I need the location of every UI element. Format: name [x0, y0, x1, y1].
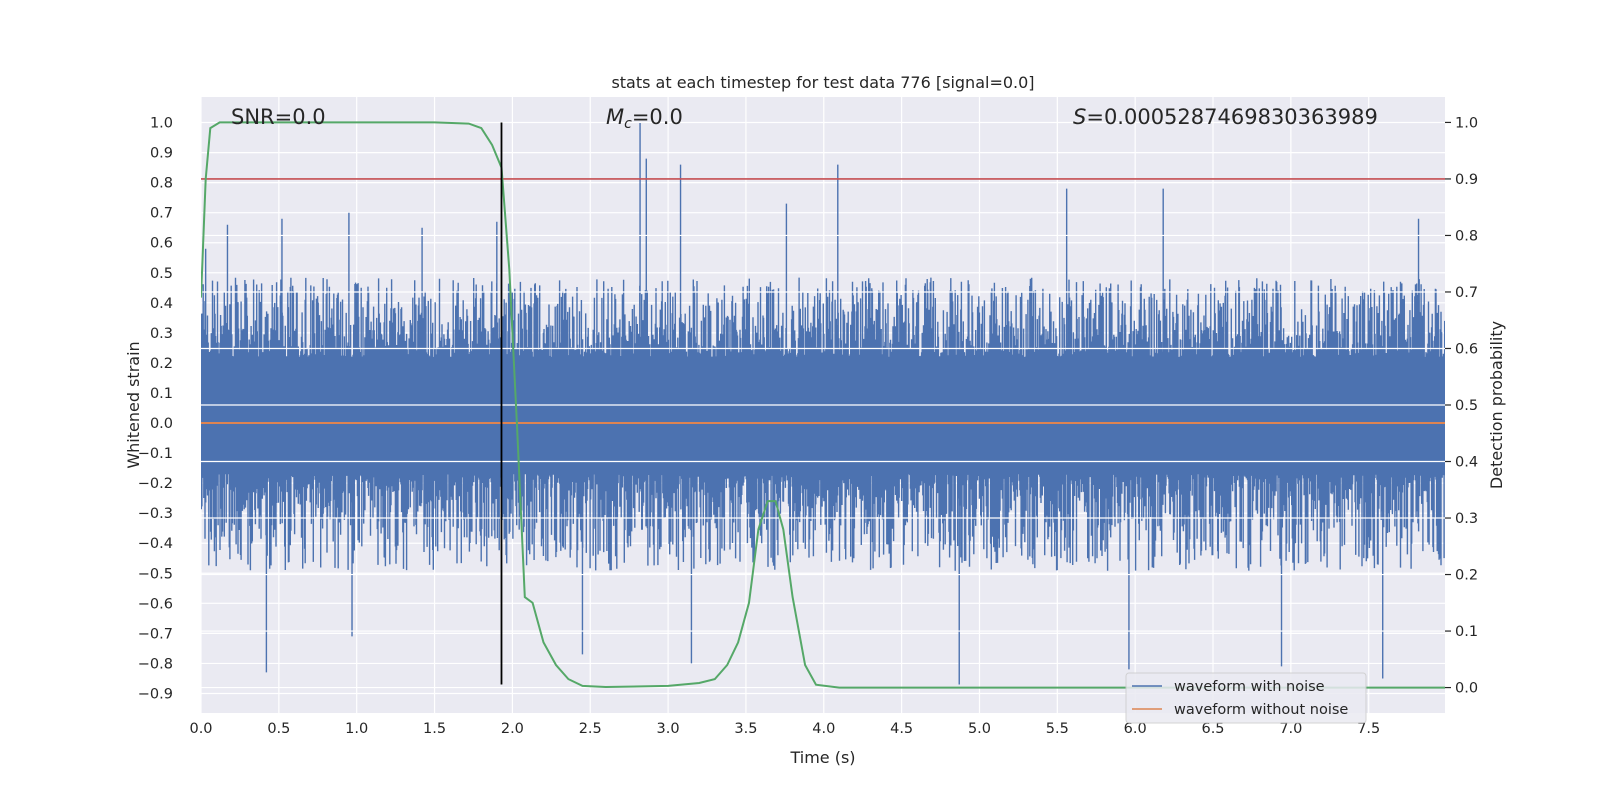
x-tick-label: 4.0 — [812, 721, 835, 737]
x-tick-label: 5.0 — [968, 721, 991, 737]
left-y-tick-label: −0.5 — [138, 566, 173, 582]
left-y-tick-label: 0.6 — [150, 236, 173, 252]
snr-annotation: SNR=0.0 — [231, 105, 326, 129]
left-y-tick-label: −0.9 — [138, 686, 173, 702]
left-y-axis-label: Whitened strain — [124, 341, 143, 468]
x-tick-label: 0.5 — [267, 721, 290, 737]
x-tick-label: 6.5 — [1201, 721, 1224, 737]
right-y-tick-label: 0.6 — [1455, 341, 1478, 357]
x-tick-label: 2.0 — [501, 721, 524, 737]
x-tick-label: 4.5 — [890, 721, 913, 737]
x-tick-label: 1.5 — [423, 721, 446, 737]
left-y-tick-label: 0.2 — [150, 356, 173, 372]
legend: waveform with noise waveform without noi… — [1125, 672, 1367, 724]
x-tick-labels: 0.0 0.5 1.0 1.5 2.0 2.5 3.0 3.5 4.0 4.5 5.0 5.5 6.0 6… — [189, 721, 1380, 737]
right-y-tick-label: 0.3 — [1455, 511, 1478, 527]
right-y-tick-label: 0.0 — [1455, 681, 1478, 697]
chirp-mass-annotation: Mc=0.0 — [606, 105, 683, 132]
chart-title: stats at each timestep for test data 776… — [611, 73, 1034, 92]
x-axis-label: Time (s) — [789, 748, 855, 767]
right-y-tick-labels: 1.0 0.9 0.8 0.7 0.6 0.5 0.4 0.3 0.2 0.1 0.0 — [1445, 115, 1478, 697]
left-y-tick-label: −0.2 — [138, 476, 173, 492]
s-annotation: S=0.0005287469830363989 — [1073, 105, 1378, 129]
left-y-tick-label: 0.5 — [150, 266, 173, 282]
left-y-tick-label: −0.8 — [138, 656, 173, 672]
x-tick-label: 5.5 — [1046, 721, 1069, 737]
right-y-tick-label: 0.9 — [1455, 172, 1478, 188]
right-y-tick-label: 0.7 — [1455, 285, 1478, 301]
right-y-tick-label: 0.8 — [1455, 228, 1478, 244]
left-y-tick-label: 0.8 — [150, 176, 173, 192]
legend-label-clean: waveform without noise — [1174, 702, 1348, 718]
left-y-tick-label: −0.3 — [138, 506, 173, 522]
left-y-tick-label: 0.0 — [150, 416, 173, 432]
left-y-tick-label: 1.0 — [150, 116, 173, 132]
x-tick-label: 3.0 — [657, 721, 680, 737]
left-y-tick-label: −0.1 — [138, 446, 173, 462]
x-tick-label: 2.5 — [579, 721, 602, 737]
noise-waveform-series — [201, 122, 1445, 685]
x-tick-label: 1.0 — [345, 721, 368, 737]
left-y-tick-label: −0.7 — [138, 626, 173, 642]
left-y-tick-label: −0.4 — [138, 536, 173, 552]
left-y-tick-label: 0.1 — [150, 386, 173, 402]
right-y-tick-label: 0.2 — [1455, 568, 1478, 584]
right-y-tick-label: 0.4 — [1455, 455, 1478, 471]
left-y-tick-label: 0.4 — [150, 296, 173, 312]
right-y-tick-label: 0.5 — [1455, 398, 1478, 414]
legend-label-noise: waveform with noise — [1174, 679, 1325, 695]
left-y-tick-label: 0.3 — [150, 326, 173, 342]
left-y-tick-label: 0.7 — [150, 206, 173, 222]
right-y-tick-label: 1.0 — [1455, 115, 1478, 131]
left-y-tick-labels: 1.0 0.9 0.8 0.7 0.6 0.5 0.4 0.3 0.2 0.1 0.0 −0.1 −0.… — [138, 116, 173, 703]
left-y-tick-label: 0.9 — [150, 146, 173, 162]
x-tick-label: 7.5 — [1357, 721, 1380, 737]
right-y-axis-label: Detection probability — [1487, 321, 1506, 489]
x-tick-label: 6.0 — [1124, 721, 1147, 737]
x-tick-label: 7.0 — [1279, 721, 1302, 737]
noise-band-body — [201, 277, 1445, 571]
x-tick-label: 0.0 — [189, 721, 212, 737]
right-y-tick-label: 0.1 — [1455, 624, 1478, 640]
left-y-tick-label: −0.6 — [138, 596, 173, 612]
x-tick-label: 3.5 — [734, 721, 757, 737]
detection-probability-series — [201, 121, 1445, 689]
